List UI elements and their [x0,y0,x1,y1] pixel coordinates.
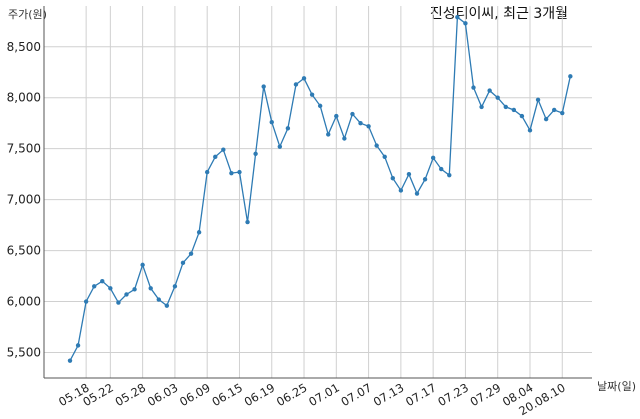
y-tick-labels: 5,500 6,000 6,500 7,000 7,500 8,000 8,500 [7,40,41,360]
data-point [374,143,379,148]
data-point [285,126,291,131]
data-point [358,121,363,126]
data-point [342,136,347,141]
y-tick-label: 6,500 [7,244,41,258]
data-point [390,176,395,181]
data-point [326,132,331,137]
x-tick-label: 07.07 [339,380,375,409]
data-point [261,84,266,89]
data-point [535,97,541,102]
data-point [479,104,484,110]
data-point [196,230,202,235]
data-point [132,287,137,292]
data-point [148,286,153,291]
data-point [164,303,170,308]
data-point [447,172,452,178]
y-tick-label: 7,500 [7,142,41,156]
data-point [350,111,355,117]
vertical-gridlines [85,6,563,378]
x-axis-label: 날짜(일) [597,380,636,393]
data-point [414,191,420,196]
price-line [69,15,571,362]
x-tick-label: 07.13 [371,380,407,409]
data-point [552,107,557,113]
data-point [568,74,573,79]
y-tick-label: 7,000 [7,193,41,207]
data-point [398,188,404,193]
data-point [245,219,250,225]
data-point [382,154,387,160]
data-point [67,358,73,363]
data-point [253,151,258,156]
data-point [156,297,161,302]
data-point [560,110,565,116]
data-point [172,284,178,289]
data-point [487,88,492,93]
data-point [108,286,113,291]
data-point [366,124,371,129]
x-tick-label: 06.15 [209,380,245,409]
data-point [293,82,299,87]
data-point [519,113,525,119]
data-point [471,85,476,90]
data-point [422,177,428,182]
data-point [277,144,283,149]
data-point [83,299,89,304]
data-point [406,171,412,177]
data-point [213,154,218,160]
axes [43,6,592,379]
data-point [455,15,460,20]
data-point [188,251,194,256]
data-point [543,116,549,122]
data-point [503,104,508,110]
data-point [301,76,307,81]
data-point [309,92,315,97]
x-tick-label: 06.09 [177,380,213,409]
data-point [269,119,274,125]
data-point [116,300,121,305]
data-point [124,292,129,297]
data-point [75,343,81,348]
x-tick-label: 06.25 [274,380,310,409]
y-axis-label: 주가(원) [8,8,47,21]
data-point [237,169,242,175]
data-point [439,166,444,172]
x-tick-label: 07.01 [306,380,342,409]
x-tick-label: 06.19 [242,380,278,409]
x-tick-label: 07.17 [403,380,439,409]
y-tick-label: 8,500 [7,40,41,54]
x-tick-label: 07.29 [468,380,504,409]
chart-title: 진성티이씨, 최근 3개월 [429,6,568,22]
data-point [511,107,517,113]
y-tick-label: 5,500 [7,346,41,360]
y-tick-label: 8,000 [7,91,41,105]
data-point [495,95,500,100]
price-series [67,15,573,363]
data-point [229,170,234,176]
data-point [527,128,533,133]
data-point [334,113,339,119]
x-tick-labels: 05.1805.2205.2806.0306.0906.1506.1906.25… [56,380,568,418]
horizontal-gridlines [44,46,592,354]
data-point [100,278,105,284]
data-point [180,260,186,266]
x-tick-label: 07.23 [435,380,471,409]
data-point [221,147,226,152]
data-point [317,103,323,109]
data-point [140,262,145,268]
x-tick-label: 05.28 [113,380,149,409]
data-point [92,284,97,289]
y-tick-label: 6,000 [7,295,41,309]
data-point [463,21,468,26]
data-point [430,155,436,161]
x-tick-label: 06.03 [145,380,181,409]
data-point [204,169,210,175]
